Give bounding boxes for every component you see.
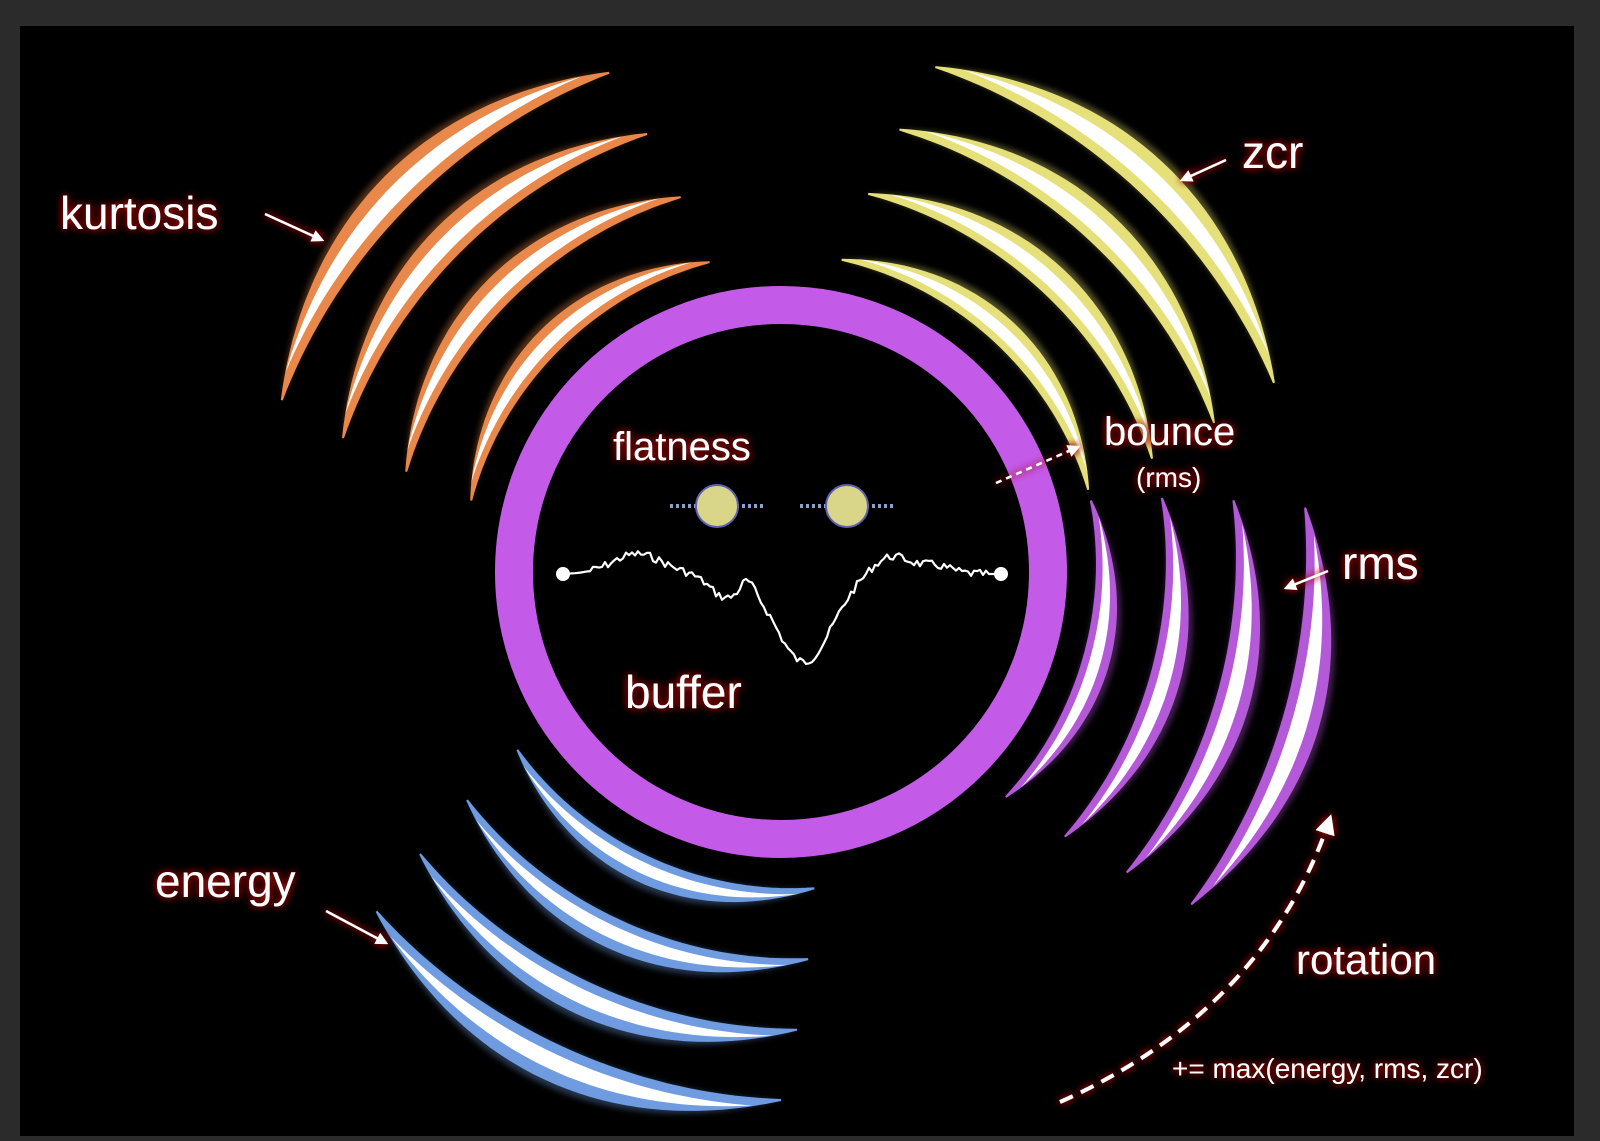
buffer-waveform (556, 550, 1008, 666)
annotation-arrows (264, 158, 1335, 1104)
buffer-ring (495, 286, 1067, 858)
flatness-eyes (670, 484, 894, 528)
rotation-formula: += max(energy, rms, zcr) (1172, 1053, 1483, 1084)
waveform-start-dot (556, 567, 570, 581)
kurtosis-crescent (405, 196, 681, 472)
zcr-arrow-icon (1179, 158, 1227, 182)
rms-label: rms (1342, 537, 1419, 589)
rotation-arrow-icon (1059, 814, 1335, 1104)
energy-crescent (516, 749, 815, 906)
bounce-label: bounce (1104, 410, 1235, 454)
energy-crescents (375, 749, 815, 1114)
zcr-crescent (935, 66, 1275, 384)
zcr-crescent (841, 258, 1090, 491)
rotation-label: rotation (1296, 936, 1436, 983)
kurtosis-crescent (342, 133, 648, 439)
audio-visualizer-diagram: kurtosis zcr bounce (rms) rms flatness b… (60, 66, 1483, 1114)
circle-eye-icon (670, 484, 765, 528)
zcr-label: zcr (1242, 126, 1303, 178)
kurtosis-label: kurtosis (60, 187, 218, 239)
flatness-label: flatness (613, 425, 751, 469)
bounce-sublabel: (rms) (1136, 462, 1201, 493)
energy-label: energy (155, 855, 296, 907)
energy-crescent (419, 853, 798, 1045)
kurtosis-arrow-icon (264, 212, 325, 242)
energy-crescent (466, 799, 809, 976)
waveform-end-dot (994, 567, 1008, 581)
rms-arrow-icon (1283, 569, 1329, 591)
zcr-crescents (841, 66, 1275, 491)
visualization-canvas: kurtosis zcr bounce (rms) rms flatness b… (20, 26, 1574, 1136)
buffer-label: buffer (625, 666, 742, 718)
energy-crescent (375, 910, 782, 1114)
zcr-crescent (899, 128, 1215, 424)
energy-arrow-icon (325, 909, 389, 945)
rms-crescent (1005, 500, 1122, 798)
labels: kurtosis zcr bounce (rms) rms flatness b… (60, 126, 1483, 1084)
kurtosis-crescents (280, 71, 710, 501)
kurtosis-crescent (470, 261, 710, 501)
zcr-crescent (868, 192, 1153, 459)
kurtosis-crescent (280, 71, 610, 401)
circle-eye-icon (800, 484, 894, 528)
crescent-groups (280, 66, 1336, 1114)
rms-crescent (1125, 500, 1265, 874)
rms-crescent (1064, 497, 1193, 838)
rms-crescent (1190, 507, 1336, 906)
rms-crescents (1005, 497, 1336, 906)
bounce-arrow-icon (995, 445, 1081, 485)
